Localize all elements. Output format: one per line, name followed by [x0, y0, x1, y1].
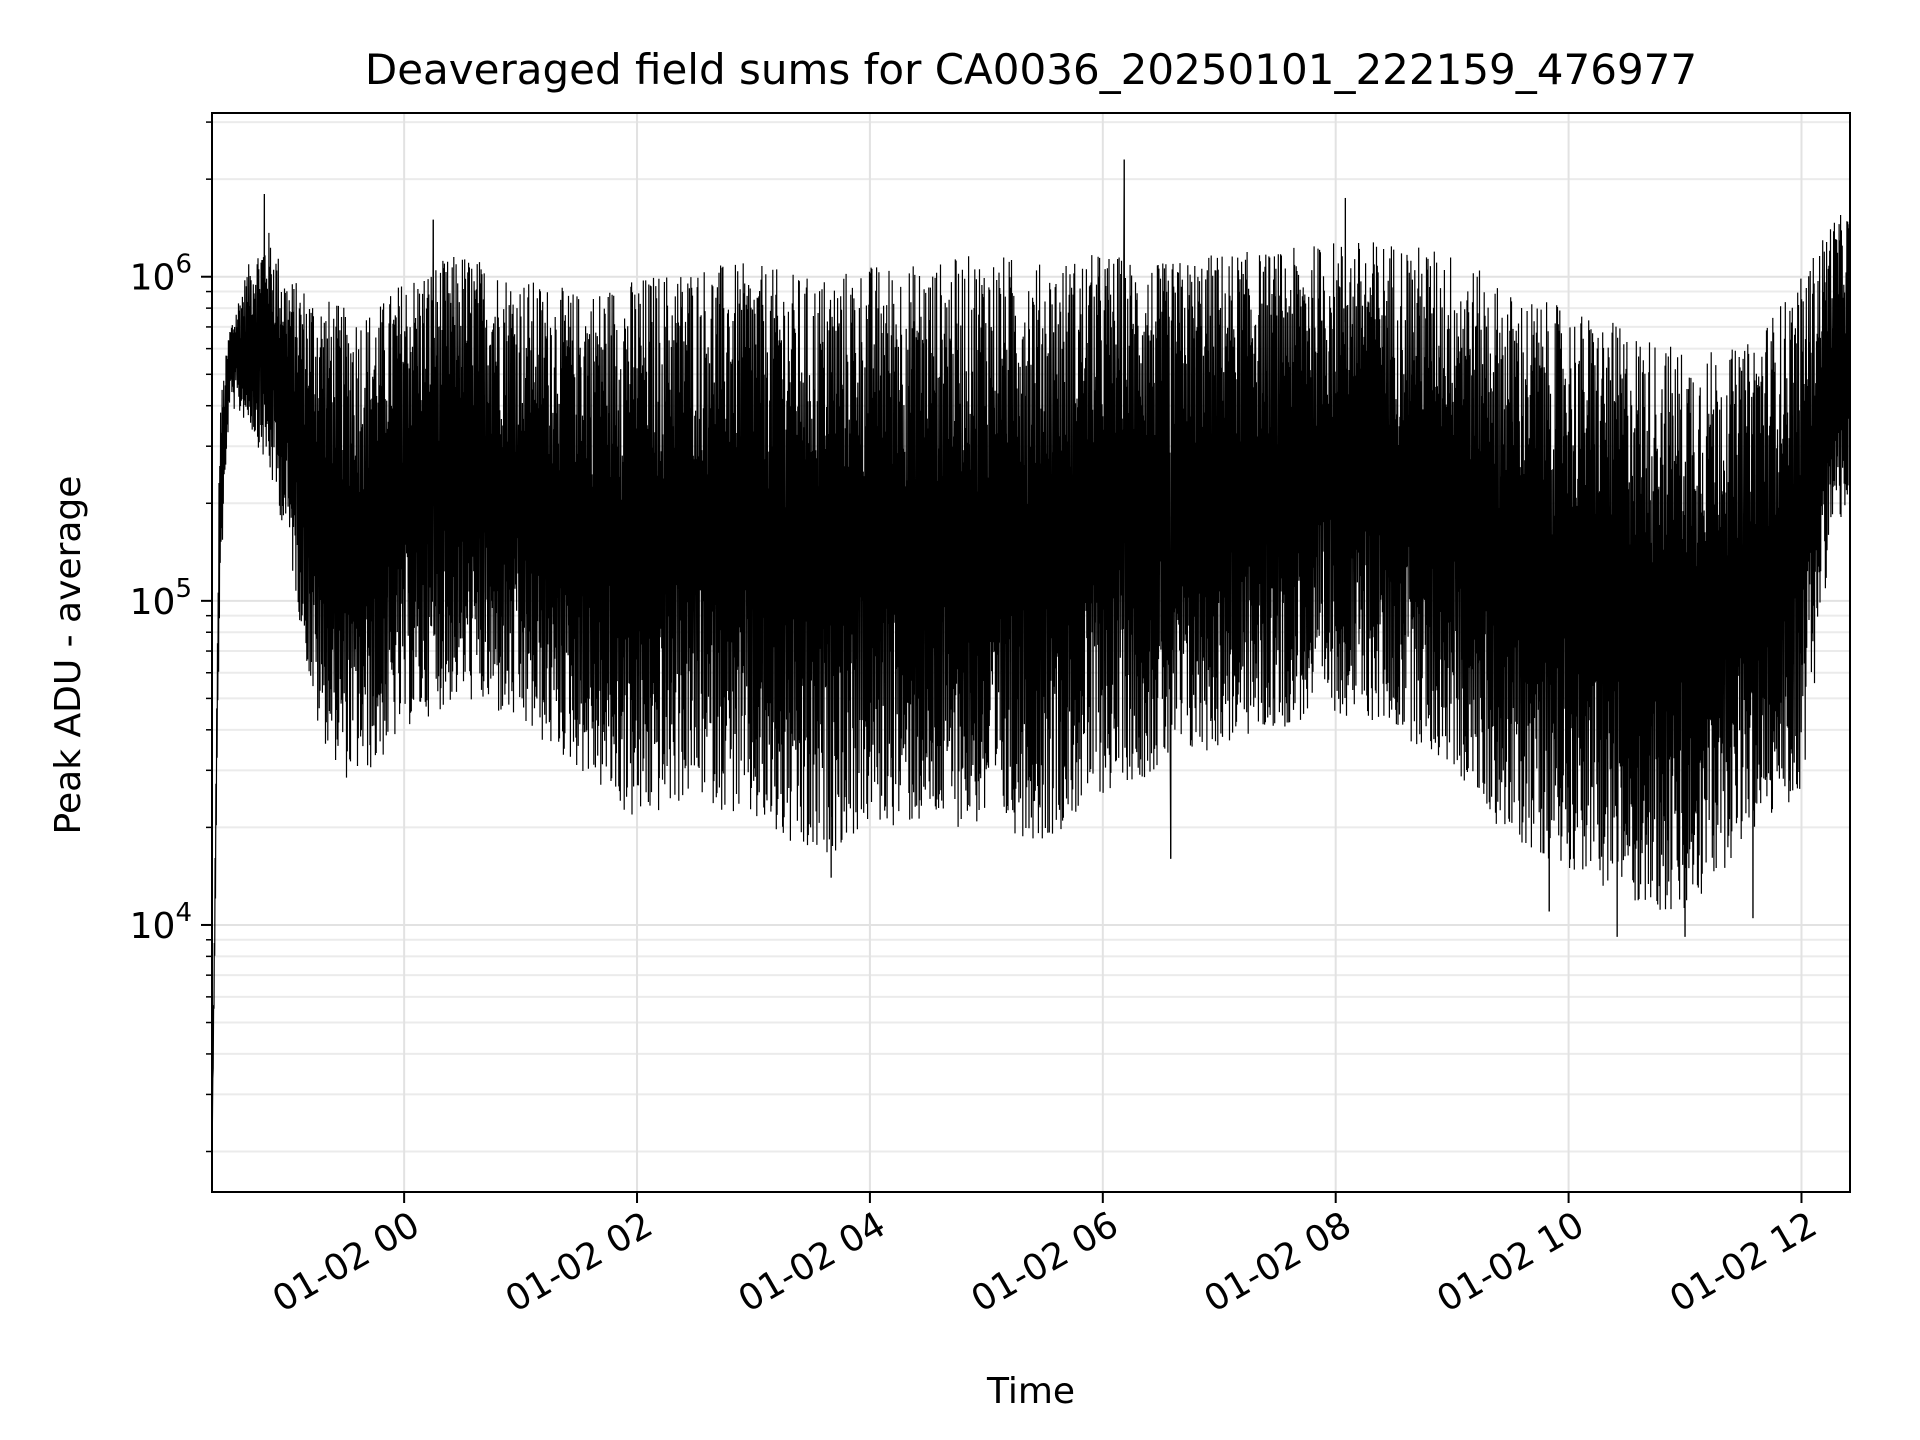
plot-frame — [211, 112, 1851, 1193]
x-tick-label: 01-02 08 — [1198, 1204, 1359, 1320]
x-axis-ticks: 01-02 00 01-02 02 01-02 04 01-02 06 01-02 08… — [266, 1192, 1824, 1321]
y-tick-label: 106 — [130, 250, 192, 299]
series-line — [211, 159, 1851, 1152]
x-axis-label: Time — [986, 1371, 1075, 1412]
x-tick-label: 01-02 12 — [1663, 1204, 1824, 1320]
y-axis-label: Peak ADU - average — [48, 476, 89, 835]
x-tick-label: 01-02 06 — [965, 1204, 1126, 1320]
y-tick-label: 104 — [130, 898, 192, 947]
series-layer — [211, 159, 1851, 1152]
x-tick-label: 01-02 00 — [266, 1204, 427, 1320]
chart-title: Deaveraged field sums for CA0036_2025010… — [365, 45, 1697, 94]
x-tick-label: 01-02 04 — [732, 1204, 893, 1320]
y-tick-label: 105 — [130, 574, 192, 623]
x-tick-label: 01-02 02 — [499, 1204, 660, 1320]
x-tick-label: 01-02 10 — [1430, 1204, 1591, 1320]
y-axis-ticks: 104 105 106 — [130, 121, 212, 1153]
